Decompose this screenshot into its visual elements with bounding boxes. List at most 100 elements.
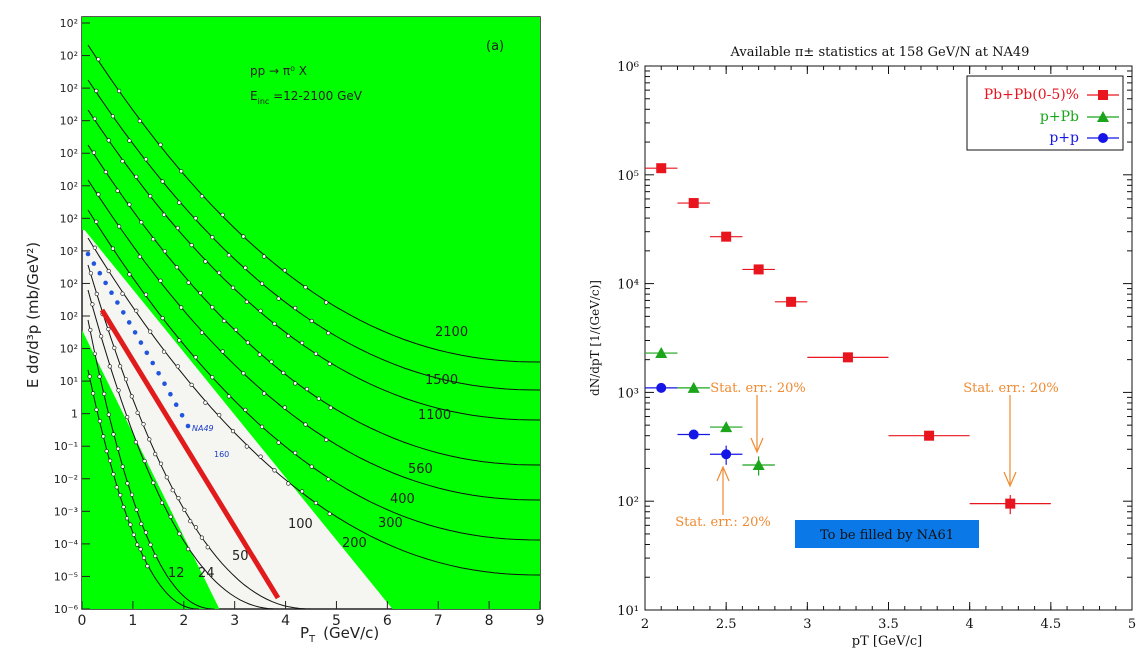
- right-point-ppb: [687, 381, 700, 393]
- left-data-point: [217, 270, 222, 275]
- left-data-point: [193, 355, 198, 360]
- left-data-point: [324, 300, 329, 305]
- left-data-point: [243, 407, 248, 413]
- left-data-point: [177, 200, 182, 205]
- left-curve: [87, 289, 278, 609]
- left-data-point: [125, 481, 130, 486]
- left-curve: [87, 179, 540, 501]
- left-y-ticks: 10² 10² 10² 10² 10² 10² 10² 10² 10² 10² 10² 10¹ 1 10⁻…: [54, 17, 90, 616]
- left-data-point: [142, 458, 147, 464]
- left-data-point: [179, 305, 184, 310]
- left-y-tick-label: 10⁻⁵: [54, 570, 78, 583]
- left-data-point: [258, 308, 263, 314]
- left-x-tick-label: 5: [332, 613, 341, 629]
- left-data-point: [112, 345, 117, 351]
- left-data-point: [92, 245, 97, 250]
- left-data-point: [282, 268, 287, 273]
- left-data-point: [328, 405, 333, 410]
- left-data-point: [243, 265, 248, 270]
- left-data-point: [101, 434, 106, 439]
- left-data-point: [116, 388, 121, 393]
- left-data-point: [186, 280, 191, 285]
- left-process-label: pp → π⁰ X: [250, 64, 307, 78]
- left-data-point: [241, 234, 246, 239]
- left-data-point: [134, 507, 139, 512]
- right-legend: Pb+Pb(0-5)% p+Pb p+p: [966, 75, 1124, 151]
- left-data-point: [175, 225, 180, 231]
- left-data-point: [94, 291, 99, 297]
- right-point-ppb: [655, 347, 668, 359]
- legend-label-pp: p+p: [1049, 130, 1079, 146]
- left-data-point: [259, 424, 265, 429]
- left-data-point: [151, 237, 156, 242]
- left-blue-dot: [144, 350, 150, 356]
- left-y-tick-label: 10⁻¹: [54, 440, 78, 453]
- left-curve: [87, 109, 540, 421]
- left-data-point: [148, 194, 153, 199]
- left-data-point: [116, 224, 122, 229]
- left-data-point: [210, 235, 215, 240]
- arrow-pp: [716, 465, 730, 515]
- left-data-point: [120, 291, 125, 296]
- left-data-point: [94, 407, 99, 412]
- left-data-point: [88, 327, 93, 333]
- left-data-point: [104, 449, 109, 454]
- left-data-point: [327, 361, 332, 367]
- left-blue-dot: [173, 402, 179, 408]
- arrow-pbpb: [1003, 395, 1017, 488]
- left-data-point: [115, 188, 120, 193]
- left-data-point: [293, 381, 298, 386]
- left-data-point: [106, 327, 111, 332]
- left-data-point: [203, 400, 208, 405]
- left-data-point: [147, 437, 152, 442]
- left-data-point: [162, 249, 167, 254]
- right-y-axis-main: dN/dpT [1/(GeV/c)]: [588, 280, 602, 396]
- energy-label-12: 12: [168, 566, 185, 581]
- left-x-tick-label: 0: [78, 613, 87, 629]
- left-data-point: [324, 437, 329, 443]
- left-blue-dot: [126, 320, 132, 325]
- left-data-point: [91, 150, 96, 155]
- left-energy-suffix: =12-2100 GeV: [269, 89, 363, 103]
- left-data-point: [127, 272, 132, 277]
- left-x-tick-label: 3: [230, 613, 239, 629]
- left-data-point: [107, 458, 113, 463]
- left-data-point: [293, 450, 298, 456]
- energy-label-2100: 2100: [435, 325, 468, 340]
- left-data-point: [125, 415, 130, 420]
- left-data-point: [87, 374, 92, 379]
- left-x-tick-label: 7: [434, 613, 443, 629]
- left-data-point: [303, 285, 308, 290]
- energy-label-24: 24: [198, 566, 215, 581]
- left-data-point: [143, 530, 148, 535]
- left-panel-label: (a): [486, 39, 504, 54]
- left-data-point: [161, 349, 167, 354]
- left-y-tick-label: 10¹: [60, 375, 78, 388]
- left-data-point: [262, 254, 267, 259]
- left-blue-dot: [156, 371, 161, 376]
- left-data-point: [141, 422, 146, 427]
- left-data-point: [293, 305, 298, 311]
- right-point-ppb: [752, 459, 765, 471]
- left-energy-annotation: Einc =12-2100 GeV: [250, 89, 363, 106]
- left-y-tick-label: 10²: [60, 212, 78, 225]
- left-data-point: [316, 396, 321, 401]
- left-data-point: [94, 88, 99, 93]
- left-y-tick-label: 10²: [60, 310, 78, 323]
- left-data-point: [226, 253, 231, 258]
- left-data-point: [117, 364, 123, 369]
- left-data-point: [153, 452, 158, 457]
- left-data-point: [118, 493, 123, 498]
- right-point-pbpb: [1005, 498, 1016, 509]
- right-point-pp: [656, 382, 667, 393]
- left-data-point: [276, 440, 281, 445]
- left-data-point: [129, 492, 135, 497]
- left-data-point: [222, 318, 227, 324]
- energy-label-300: 300: [378, 516, 403, 531]
- right-ticks: 2 2.5 3 3.5 4 4.5 5 10¹ 10² 10³ 10⁴ 10⁵ 10⁶: [617, 60, 1136, 632]
- left-data-point: [304, 386, 310, 392]
- left-data-point: [111, 432, 116, 437]
- left-data-point: [121, 504, 126, 510]
- left-blue-dot: [185, 423, 191, 429]
